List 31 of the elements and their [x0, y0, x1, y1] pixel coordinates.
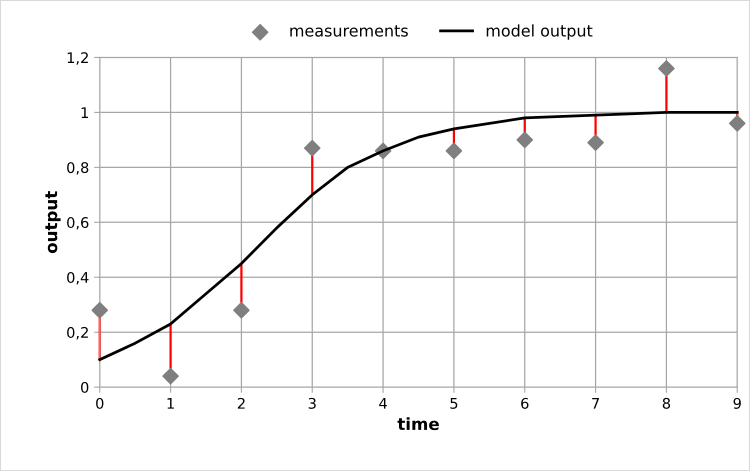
y-tick-label: 0,2: [67, 326, 88, 340]
y-tick-label: 0,8: [67, 162, 88, 175]
point: [728, 115, 746, 132]
y-tick-label: 0,6: [67, 217, 88, 230]
y-tick-label: 1,2: [68, 52, 88, 65]
point: [516, 132, 534, 148]
y-tick-label: 1: [82, 107, 88, 118]
point: [162, 368, 179, 384]
point: [91, 302, 108, 319]
x-axis-title: time: [398, 417, 439, 430]
x-tick-label: 9: [734, 398, 741, 409]
x-tick-label: 3: [308, 398, 316, 409]
x-tick-label: 1: [168, 398, 174, 409]
legend-label: model output: [486, 24, 592, 40]
x-tick-label: 7: [592, 398, 599, 409]
line-series: [98, 111, 739, 362]
y-tick-label: 0: [81, 382, 88, 393]
point: [587, 134, 604, 151]
x-tick-label: 8: [662, 398, 670, 409]
point: [304, 140, 321, 156]
y-tick-label: 0,4: [67, 272, 89, 284]
point: [658, 60, 675, 77]
x-tick-label: 5: [450, 398, 458, 409]
x-tick-label: 2: [238, 398, 245, 409]
x-tick-label: 4: [379, 398, 387, 409]
x-tick-label: 0: [96, 398, 104, 409]
legend-label: measurements: [290, 25, 408, 37]
point: [233, 302, 250, 319]
x-tick-label: 6: [521, 398, 528, 409]
y-axis-title: output: [45, 191, 61, 254]
point: [446, 142, 462, 160]
